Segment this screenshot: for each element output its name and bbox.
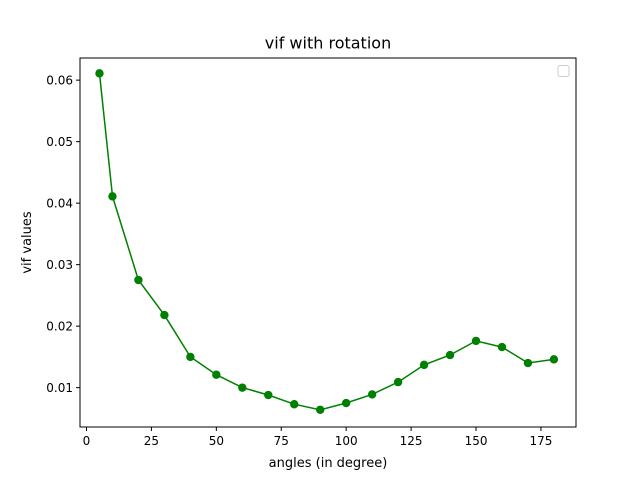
y-tick-label: 0.01 xyxy=(46,381,73,395)
x-tick-label: 25 xyxy=(144,434,159,448)
data-point xyxy=(316,405,325,414)
data-point xyxy=(497,342,507,352)
data-point xyxy=(393,377,403,387)
axes-frame xyxy=(79,57,577,428)
y-axis: 0.01 0.02 0.03 0.04 0.05 0.06 xyxy=(46,74,80,395)
y-axis-label: vif values xyxy=(20,211,35,274)
data-point xyxy=(108,192,117,201)
data-point xyxy=(290,400,299,409)
data-point xyxy=(523,358,533,368)
x-tick-label: 150 xyxy=(465,434,488,448)
data-layer xyxy=(95,69,559,414)
x-tick-label: 75 xyxy=(274,434,289,448)
data-point xyxy=(238,383,247,392)
plot-area xyxy=(80,58,576,427)
x-tick-label: 50 xyxy=(209,434,224,448)
data-point xyxy=(341,398,351,408)
data-point xyxy=(264,390,273,400)
data-point xyxy=(445,350,455,360)
y-tick-label: 0.02 xyxy=(46,320,73,334)
x-axis-label: angles (in degree) xyxy=(269,456,388,471)
data-point xyxy=(471,336,481,346)
x-tick-label: 0 xyxy=(83,434,91,448)
axes-background xyxy=(80,58,576,427)
data-point xyxy=(186,352,195,362)
data-point xyxy=(549,355,559,364)
data-point xyxy=(367,390,377,399)
x-tick-label: 100 xyxy=(335,434,358,448)
data-point xyxy=(134,275,143,285)
y-tick-label: 0.04 xyxy=(46,197,73,211)
y-tick-label: 0.06 xyxy=(46,74,73,88)
x-axis: 0 25 50 75 100 125 150 175 xyxy=(83,427,552,448)
chart-title: vif with rotation xyxy=(265,34,391,53)
legend-box xyxy=(557,65,570,77)
data-point xyxy=(212,370,221,379)
data-point xyxy=(95,69,104,78)
data-point xyxy=(419,360,429,370)
y-tick-label: 0.05 xyxy=(46,135,73,149)
data-point xyxy=(160,310,169,320)
y-tick-label: 0.03 xyxy=(46,258,73,272)
x-tick-label: 175 xyxy=(529,434,552,448)
x-tick-label: 125 xyxy=(400,434,423,448)
